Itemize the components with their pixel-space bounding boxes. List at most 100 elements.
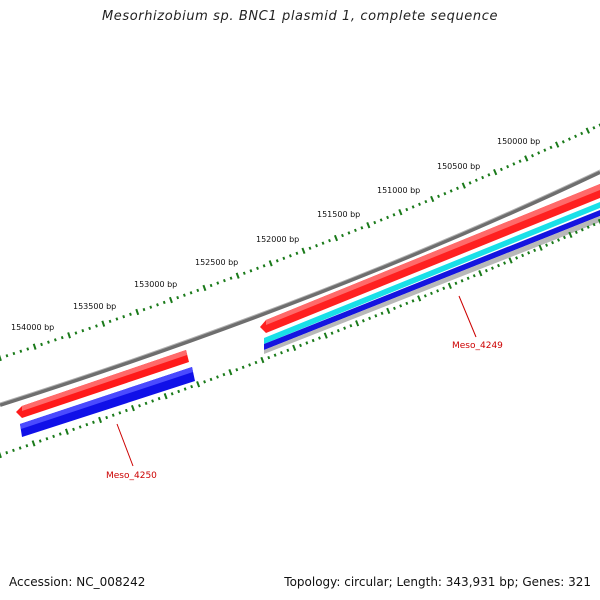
minor-tick xyxy=(336,329,340,333)
minor-tick xyxy=(436,289,440,293)
scale-label: 153000 bp xyxy=(134,280,177,289)
cds-feature-bar[interactable] xyxy=(264,202,600,344)
minor-tick xyxy=(437,194,441,198)
major-tick xyxy=(478,270,483,277)
minor-tick xyxy=(330,331,334,335)
minor-tick xyxy=(88,326,92,330)
minor-tick xyxy=(142,307,146,312)
minor-tick xyxy=(248,363,252,367)
minor-tick xyxy=(183,387,187,391)
major-tick xyxy=(0,354,2,362)
gene-label-meso-4249[interactable]: Meso_4249 xyxy=(452,341,503,351)
minor-tick xyxy=(177,389,181,394)
minor-tick xyxy=(40,342,43,347)
major-tick xyxy=(417,295,422,302)
major-tick xyxy=(64,428,69,435)
minor-tick xyxy=(105,415,109,420)
major-tick xyxy=(32,343,37,350)
minor-tick xyxy=(273,353,277,357)
minor-tick xyxy=(235,368,239,372)
major-tick xyxy=(538,244,543,251)
gene-meso-4249[interactable] xyxy=(260,184,600,354)
minor-tick xyxy=(423,294,427,298)
minor-tick xyxy=(72,427,75,432)
minor-tick xyxy=(282,256,286,260)
major-tick xyxy=(67,332,71,339)
major-tick xyxy=(447,282,452,289)
reverse-gene-bar[interactable] xyxy=(264,210,600,350)
minor-tick xyxy=(580,131,584,136)
minor-tick xyxy=(162,300,166,305)
minor-tick xyxy=(26,347,30,351)
minor-tick xyxy=(418,202,421,206)
minor-tick xyxy=(203,380,207,384)
major-tick xyxy=(461,182,466,189)
gene-meso-4250[interactable] xyxy=(16,350,195,437)
minor-tick xyxy=(60,335,64,340)
scale-label: 153500 bp xyxy=(73,302,116,311)
minor-tick xyxy=(484,269,488,273)
minor-tick xyxy=(373,220,377,225)
minor-tick xyxy=(442,286,446,291)
major-tick xyxy=(430,195,435,203)
minor-tick xyxy=(151,399,155,403)
minor-tick xyxy=(189,291,193,295)
major-tick xyxy=(555,141,560,148)
minor-tick xyxy=(424,199,428,204)
major-tick xyxy=(355,320,360,327)
minor-tick xyxy=(5,451,9,455)
minor-tick xyxy=(449,189,453,193)
minor-tick xyxy=(551,240,555,245)
minor-tick xyxy=(209,377,213,382)
major-tick xyxy=(202,284,207,292)
minor-tick xyxy=(242,271,246,275)
minor-tick xyxy=(38,439,42,443)
minor-tick xyxy=(368,316,372,320)
minor-tick xyxy=(311,338,315,343)
minor-tick xyxy=(592,222,596,227)
major-tick xyxy=(568,231,573,239)
major-tick xyxy=(493,168,498,176)
minor-tick xyxy=(286,348,290,352)
minor-tick xyxy=(430,291,433,296)
scale-label: 154000 bp xyxy=(11,323,54,332)
minor-tick xyxy=(18,446,22,450)
minor-tick xyxy=(567,137,571,141)
sequence-summary: Topology: circular; Length: 343,931 bp; … xyxy=(284,575,591,589)
major-tick xyxy=(292,344,297,352)
minor-tick xyxy=(580,228,584,232)
minor-tick xyxy=(5,354,9,358)
minor-tick xyxy=(176,295,180,300)
minor-tick xyxy=(78,425,82,429)
minor-tick xyxy=(456,186,459,190)
major-tick xyxy=(268,260,273,267)
minor-tick xyxy=(52,434,56,439)
minor-tick xyxy=(12,351,16,356)
minor-tick xyxy=(379,218,383,222)
minor-tick xyxy=(374,314,378,318)
scale-label: 151000 bp xyxy=(377,186,420,195)
scale-label: 150500 bp xyxy=(437,162,480,171)
minor-tick xyxy=(592,126,596,130)
major-tick xyxy=(301,247,306,254)
minor-tick xyxy=(360,226,364,230)
minor-tick xyxy=(275,259,279,263)
minor-tick xyxy=(256,266,259,270)
minor-tick xyxy=(443,191,447,196)
minor-tick xyxy=(487,173,491,177)
major-tick xyxy=(386,307,391,315)
minor-tick xyxy=(19,349,23,353)
minor-tick xyxy=(318,336,321,340)
minor-tick xyxy=(353,228,357,233)
major-tick xyxy=(323,332,328,339)
gene-label-meso-4250[interactable]: Meso_4250 xyxy=(106,471,157,481)
major-tick xyxy=(398,209,403,216)
minor-tick xyxy=(411,299,415,303)
minor-tick xyxy=(460,279,464,283)
minor-tick xyxy=(562,235,566,240)
minor-tick xyxy=(574,230,578,235)
minor-tick xyxy=(118,411,122,415)
minor-tick xyxy=(25,444,29,448)
minor-tick xyxy=(295,251,299,255)
minor-tick xyxy=(512,162,516,166)
